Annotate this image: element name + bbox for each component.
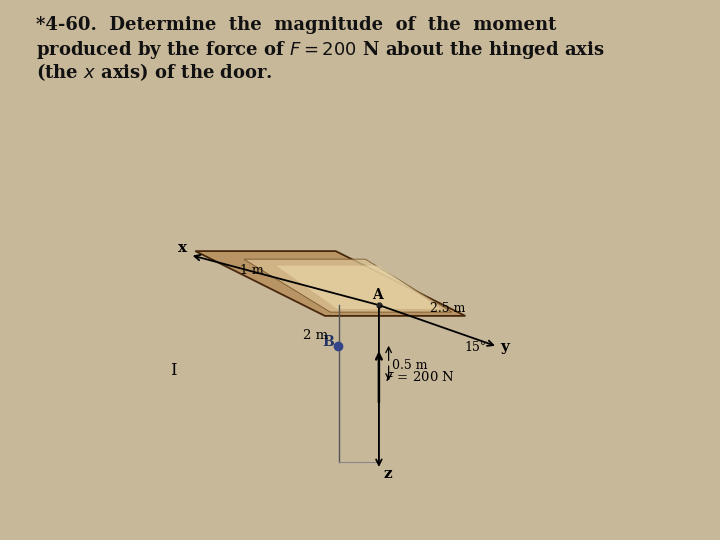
Text: produced by the force of $F = 200$ N about the hinged axis: produced by the force of $F = 200$ N abo… [36, 39, 605, 61]
Polygon shape [244, 259, 452, 312]
Text: $F$ = 200 N: $F$ = 200 N [385, 370, 455, 384]
Text: z: z [383, 467, 392, 481]
Text: 1 m: 1 m [240, 264, 264, 277]
Text: *4-60.  Determine  the  magnitude  of  the  moment: *4-60. Determine the magnitude of the mo… [36, 16, 557, 34]
Text: A: A [372, 288, 383, 302]
Polygon shape [276, 266, 440, 309]
Text: y: y [500, 340, 509, 354]
Polygon shape [195, 251, 465, 316]
Text: 15°: 15° [464, 341, 487, 354]
Text: 2 m: 2 m [303, 329, 328, 342]
Text: x: x [178, 241, 187, 255]
Text: I: I [170, 362, 176, 379]
Text: (the $x$ axis) of the door.: (the $x$ axis) of the door. [36, 62, 273, 83]
Text: 0.5 m: 0.5 m [392, 359, 428, 372]
Text: B: B [323, 335, 334, 349]
Text: 2.5 m: 2.5 m [431, 302, 466, 315]
